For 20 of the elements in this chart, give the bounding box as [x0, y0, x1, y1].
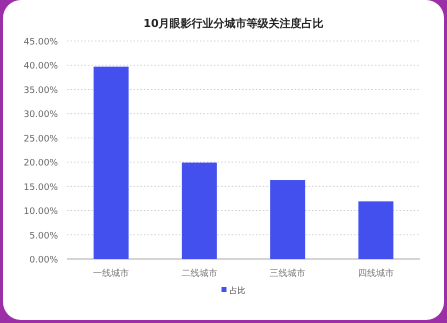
bar — [270, 180, 306, 259]
x-tick-label: 一线城市 — [93, 268, 130, 279]
bar — [182, 162, 217, 259]
x-tick-label: 二线城市 — [181, 268, 218, 279]
bar — [358, 201, 394, 259]
y-tick-label: 0.00% — [29, 256, 58, 266]
y-tick-label: 5.00% — [29, 231, 58, 242]
y-tick-label: 40.00% — [24, 62, 58, 72]
y-tick-label: 20.00% — [24, 158, 58, 169]
x-tick-label: 四线城市 — [358, 268, 394, 279]
y-tick-label: 15.00% — [24, 182, 58, 193]
y-tick-label: 35.00% — [24, 86, 58, 96]
y-tick-label: 25.00% — [24, 134, 58, 144]
y-tick-label: 10.00% — [24, 207, 58, 218]
chart-title: 10月眼影行业分城市等级关注度占比 — [143, 17, 324, 30]
y-tick-label: 30.00% — [24, 110, 58, 120]
legend-label: 占比 — [230, 286, 246, 295]
y-tick-label: 45.00% — [24, 38, 58, 48]
bar — [94, 66, 129, 259]
x-tick-label: 三线城市 — [270, 268, 306, 279]
